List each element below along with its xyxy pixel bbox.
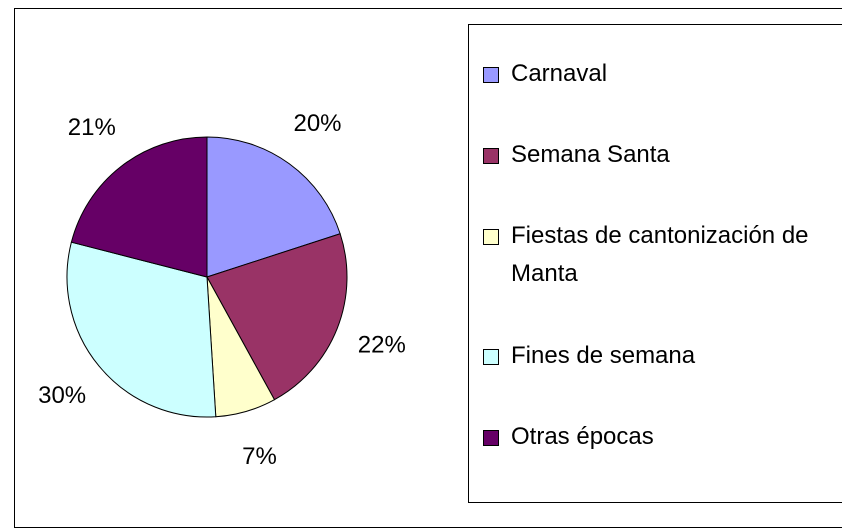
data-label: 21% (68, 114, 116, 141)
legend-label: Otras épocas (511, 423, 654, 451)
legend-swatch (483, 348, 499, 365)
pie-slice (66, 241, 217, 418)
legend-swatch (483, 229, 499, 246)
data-label: 22% (358, 332, 406, 359)
legend-entry: Fines de semana (469, 337, 842, 375)
page: 20% 22% 7% 30% 21% Carnaval Semana Santa Fiest… (14, 8, 842, 528)
legend: Carnaval Semana Santa Fiestas de cantoniza… (468, 24, 842, 503)
data-label: 30% (38, 382, 86, 409)
legend-entry: Semana Santa (469, 136, 842, 174)
data-label: 7% (242, 443, 277, 470)
legend-swatch (483, 430, 499, 447)
legend-swatch (483, 148, 499, 165)
legend-label: Fiestas de cantonización de Manta (511, 222, 809, 288)
legend-label: Carnaval (511, 59, 608, 87)
legend-swatch (483, 66, 499, 83)
legend-entry: Fiestas de cantonización de Manta (469, 217, 842, 293)
data-label: 20% (293, 110, 341, 137)
legend-label: Semana Santa (511, 141, 670, 169)
legend-entry: Carnaval (469, 55, 842, 93)
legend-entry: Otras épocas (469, 418, 842, 456)
pie-slice (70, 136, 208, 278)
legend-label: Fines de semana (511, 341, 696, 369)
pie-slice (206, 136, 341, 278)
pie-chart: 20% 22% 7% 30% 21% (38, 110, 406, 470)
pie-slice (206, 233, 348, 401)
